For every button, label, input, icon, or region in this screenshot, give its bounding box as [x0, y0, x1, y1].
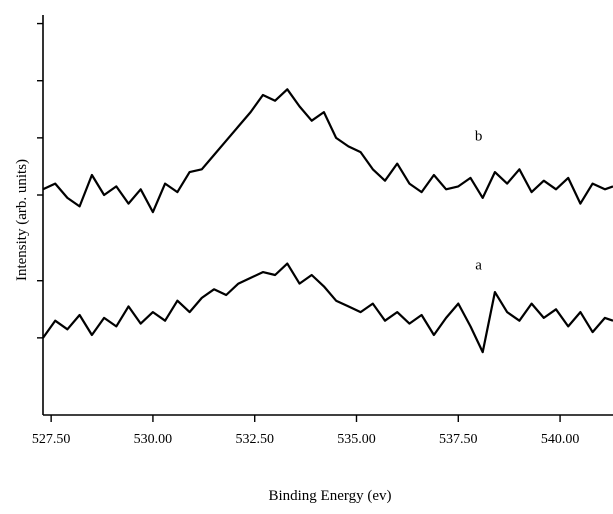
series-line-b [42, 88, 613, 214]
x-tick-label-4: 537.50 [439, 432, 478, 447]
x-tick-label-3: 535.00 [337, 432, 376, 447]
x-tick-label-5: 540.00 [541, 432, 580, 447]
x-tick-label-1: 530.00 [134, 432, 173, 447]
y-axis-title: Intensity (arb. units) [14, 159, 30, 281]
x-axis-title: Binding Energy (ev) [268, 488, 391, 504]
series-label-b: b [475, 129, 483, 145]
x-tick-label-2: 532.50 [235, 432, 274, 447]
series-line-a [42, 262, 613, 354]
x-tick-label-0: 527.50 [32, 432, 71, 447]
series-label-a: a [475, 257, 482, 273]
plot-area: 527.50 530.00 532.50 535.00 537.50 540.00 b a [32, 15, 613, 447]
